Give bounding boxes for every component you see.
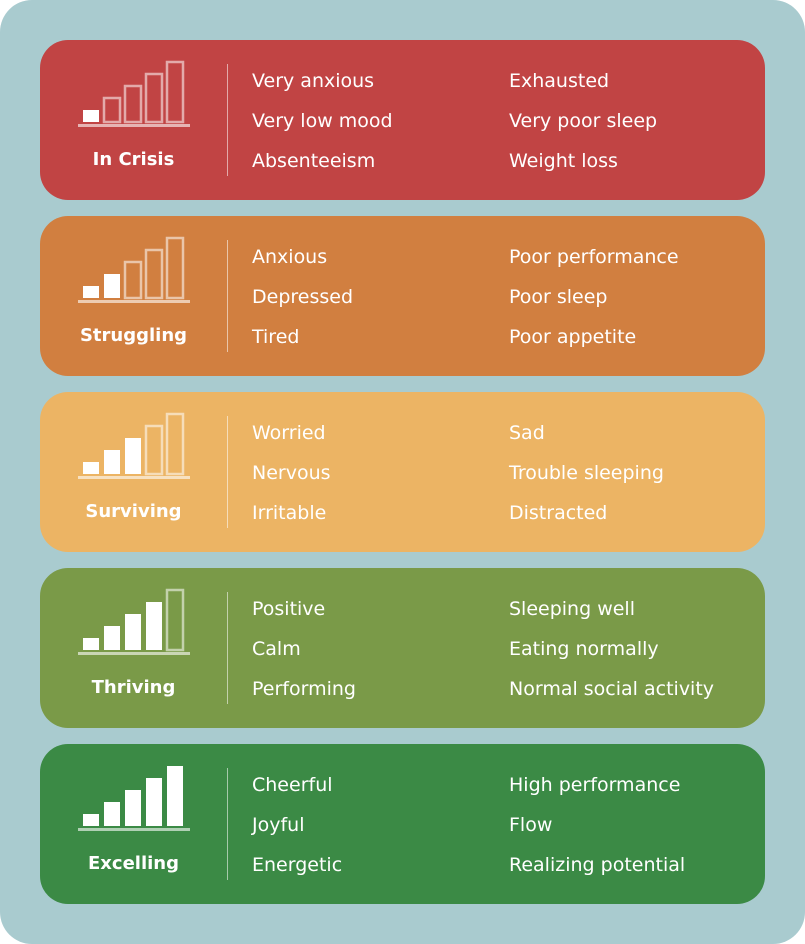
symptom-list-left: Cheerful Joyful Energetic — [252, 771, 342, 891]
symptom-item: Tired — [252, 326, 300, 348]
signal-bar — [146, 778, 162, 826]
signal-bars-icon — [78, 766, 190, 831]
meter-baseline — [78, 476, 190, 479]
symptom-item: Absenteeism — [252, 150, 376, 172]
divider — [227, 592, 228, 704]
signal-bar — [125, 790, 141, 826]
symptom-item: Cheerful — [252, 774, 333, 796]
signal-bar — [144, 72, 164, 124]
symptom-list-right: Exhausted Very poor sleep Weight loss — [509, 67, 657, 187]
symptom-item: Anxious — [252, 246, 328, 268]
signal-bar — [104, 450, 120, 474]
symptom-item: Normal social activity — [509, 678, 715, 700]
signal-bar — [165, 236, 185, 300]
symptom-list-right: High performance Flow Realizing potentia… — [509, 771, 685, 891]
symptom-item: High performance — [509, 774, 681, 796]
symptom-item: Poor sleep — [509, 286, 608, 308]
symptom-list-right: Sad Trouble sleeping Distracted — [509, 419, 664, 539]
signal-bar — [104, 626, 120, 650]
signal-bars-icon — [78, 236, 190, 303]
signal-bar — [165, 60, 185, 124]
symptom-item: Exhausted — [509, 70, 610, 92]
signal-bars-icon — [78, 60, 190, 127]
signal-bar — [146, 602, 162, 650]
level-name: Excelling — [88, 853, 179, 874]
signal-bar — [123, 84, 143, 124]
divider — [227, 64, 228, 176]
symptom-item: Poor performance — [509, 246, 679, 268]
level-name: Thriving — [91, 677, 176, 698]
signal-bar — [83, 814, 99, 826]
symptom-item: Eating normally — [509, 638, 659, 660]
symptom-item: Very low mood — [252, 110, 393, 132]
signal-bar — [102, 96, 122, 124]
meter-baseline — [78, 300, 190, 303]
signal-bar — [104, 802, 120, 826]
meter-baseline — [78, 124, 190, 127]
level-name: Struggling — [79, 325, 188, 346]
meter-baseline — [78, 828, 190, 831]
symptom-item: Very poor sleep — [509, 110, 658, 132]
signal-bar — [83, 638, 99, 650]
signal-bar — [165, 588, 185, 652]
symptom-item: Realizing potential — [509, 854, 686, 876]
signal-bar — [125, 438, 141, 474]
symptom-item: Irritable — [252, 502, 327, 524]
symptom-item: Very anxious — [252, 70, 375, 92]
divider — [227, 240, 228, 352]
symptom-item: Flow — [509, 814, 553, 836]
symptom-list-left: Very anxious Very low mood Absenteeism — [252, 67, 393, 187]
symptom-item: Trouble sleeping — [509, 462, 664, 484]
signal-bar — [125, 614, 141, 650]
divider — [227, 416, 228, 528]
divider — [227, 768, 228, 880]
symptom-item: Energetic — [252, 854, 343, 876]
signal-bar — [144, 248, 164, 300]
symptom-item: Sad — [509, 422, 545, 444]
symptom-item: Joyful — [252, 814, 305, 836]
symptom-item: Calm — [252, 638, 301, 660]
signal-bars-icon — [78, 412, 190, 479]
symptom-item: Weight loss — [509, 150, 618, 172]
symptom-item: Sleeping well — [509, 598, 635, 620]
meter-baseline — [78, 652, 190, 655]
signal-bar — [144, 424, 164, 476]
symptom-list-left: Positive Calm Performing — [252, 595, 356, 715]
symptom-item: Positive — [252, 598, 326, 620]
level-card-in-crisis: In Crisis Very anxious Very low mood Abs… — [40, 40, 765, 200]
symptom-list-left: Anxious Depressed Tired — [252, 243, 353, 363]
level-card-struggling: Struggling Anxious Depressed Tired Poor … — [40, 216, 765, 376]
level-name: Surviving — [85, 501, 182, 522]
signal-bars-icon — [78, 588, 190, 655]
signal-bar — [83, 286, 99, 298]
signal-bar — [165, 412, 185, 476]
signal-bar — [167, 766, 183, 826]
signal-bar — [123, 260, 143, 300]
symptom-item: Performing — [252, 678, 356, 700]
symptom-list-left: Worried Nervous Irritable — [252, 419, 331, 539]
level-name: In Crisis — [92, 149, 175, 170]
symptom-item: Nervous — [252, 462, 331, 484]
symptom-item: Poor appetite — [509, 326, 637, 348]
symptom-list-right: Sleeping well Eating normally Normal soc… — [509, 595, 714, 715]
level-card-surviving: Surviving Worried Nervous Irritable Sad … — [40, 392, 765, 552]
level-card-excelling: Excelling Cheerful Joyful Energetic High… — [40, 744, 765, 904]
signal-bar — [83, 110, 99, 122]
level-card-thriving: Thriving Positive Calm Performing Sleepi… — [40, 568, 765, 728]
symptom-item: Worried — [252, 422, 326, 444]
signal-bar — [104, 274, 120, 298]
symptom-item: Distracted — [509, 502, 608, 524]
signal-bar — [83, 462, 99, 474]
symptom-list-right: Poor performance Poor sleep Poor appetit… — [509, 243, 679, 363]
symptom-item: Depressed — [252, 286, 354, 308]
